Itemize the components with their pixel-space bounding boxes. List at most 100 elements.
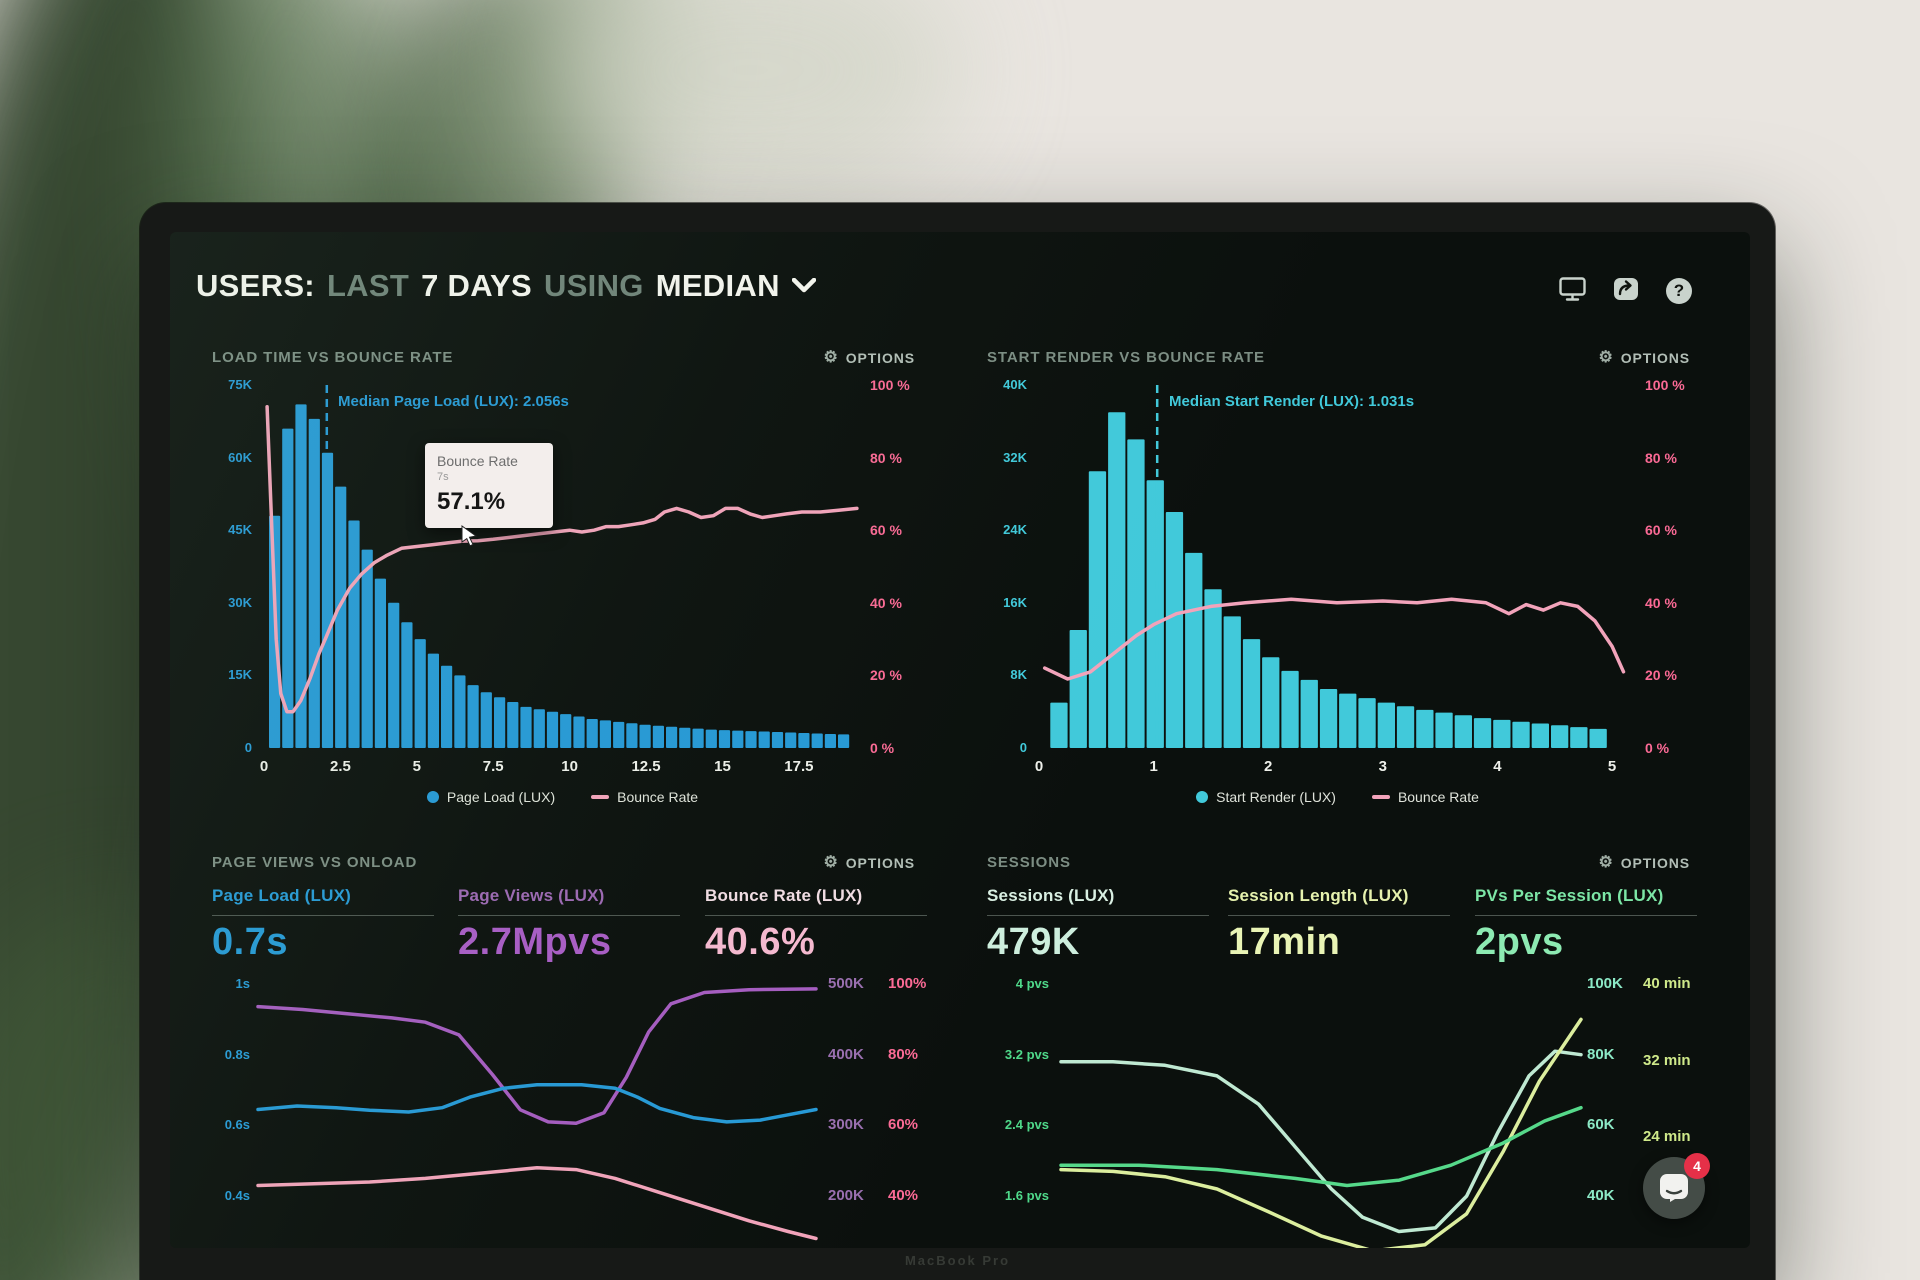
metric-divider: [987, 915, 1209, 916]
metric-value: 2pvs: [1475, 921, 1564, 963]
tick-label: 100 %: [1645, 377, 1685, 393]
panel-load-time-vs-bounce-rate: LOAD TIME VS BOUNCE RATE ⚙ OPTIONS 75K 60…: [200, 345, 925, 815]
y-axis-right-views: 500K 400K 300K 200K: [828, 975, 876, 1205]
tick-label: 0.8s: [224, 1046, 250, 1062]
gear-icon: ⚙: [823, 348, 839, 366]
panel-header: START RENDER VS BOUNCE RATE ⚙ OPTIONS: [987, 349, 1690, 366]
display-icon: [1559, 277, 1586, 301]
gear-icon: ⚙: [1598, 348, 1614, 366]
tick-label: 80K: [1587, 1045, 1615, 1063]
tick-label: 60 %: [1645, 522, 1677, 539]
series-dash-icon: [1371, 795, 1390, 799]
laptop-bezel: USERS: LAST 7 DAYS USING MEDIAN: [140, 203, 1775, 1280]
gear-icon: ⚙: [823, 853, 839, 871]
metric-label: Page Load (LUX): [212, 886, 352, 905]
screen: USERS: LAST 7 DAYS USING MEDIAN: [170, 232, 1750, 1248]
metric-session-length: Session Length (LUX) 17min: [1228, 886, 1450, 961]
tick-label: 100 %: [870, 377, 910, 393]
tick-label: 80 %: [870, 449, 902, 466]
tick-label: 16K: [1003, 594, 1027, 610]
tick-label: 60K: [228, 449, 252, 465]
tick-label: 20 %: [1645, 667, 1677, 684]
metric-divider: [1228, 915, 1450, 916]
tick-label: 200K: [828, 1186, 864, 1204]
chevron-down-icon: [791, 278, 816, 293]
tick-label: 0.6s: [224, 1117, 250, 1133]
legend-item: Start Render (LUX): [1196, 789, 1336, 805]
options-button[interactable]: ⚙ OPTIONS: [1598, 348, 1690, 366]
tick-label: 60K: [1587, 1116, 1615, 1134]
help-button[interactable]: ?: [1666, 277, 1692, 304]
tick-label: 15K: [228, 667, 252, 683]
chart-plot-area[interactable]: [1059, 975, 1583, 1248]
page-views-onload-line-chart: [256, 987, 818, 1241]
legend-item: Bounce Rate: [1371, 789, 1479, 805]
metric-page-views: Page Views (LUX) 2.7Mpvs: [458, 886, 680, 961]
wall-light-shape: [540, 0, 960, 200]
chart-tooltip: Bounce Rate 7s 57.1%: [425, 443, 553, 528]
panel-title: PAGE VIEWS VS ONLOAD: [212, 854, 418, 871]
tooltip-subtitle: 7s: [437, 471, 449, 483]
tick-label: 40 %: [870, 594, 902, 611]
y-axis-left: 75K 60K 45K 30K 15K 0: [200, 377, 252, 756]
tick-label: 0.4s: [224, 1187, 250, 1203]
tick-label: 100K: [1587, 975, 1623, 992]
tick-label: 0: [1019, 739, 1027, 755]
tick-label: 100%: [888, 975, 927, 992]
metric-divider: [458, 915, 680, 916]
x-axis: 0 2.5 5 7.5 10 12.5 15 17.5: [260, 758, 860, 778]
tick-label: 30K: [228, 594, 252, 610]
options-button[interactable]: ⚙ OPTIONS: [823, 348, 915, 366]
options-button[interactable]: ⚙ OPTIONS: [823, 853, 915, 871]
options-label: OPTIONS: [845, 854, 915, 871]
chat-bubble-icon: [1660, 1174, 1688, 1202]
metric-label: Sessions (LUX): [987, 886, 1115, 905]
tick-label: 17.5: [784, 758, 814, 775]
tick-label: 24K: [1003, 522, 1027, 538]
share-button[interactable]: [1613, 276, 1639, 305]
metric-label: PVs Per Session (LUX): [1475, 886, 1664, 905]
series-dot-icon: [1196, 791, 1209, 803]
tick-label: 80 %: [1645, 449, 1677, 466]
legend-label: Page Load (LUX): [446, 789, 556, 805]
panel-header: LOAD TIME VS BOUNCE RATE ⚙ OPTIONS: [212, 349, 915, 366]
series-dot-icon: [426, 791, 439, 803]
tooltip-value: 57.1%: [437, 488, 506, 515]
chart-plot-area[interactable]: Median Start Render (LUX): 1.031s: [1039, 385, 1635, 749]
metric-scope-dropdown[interactable]: USERS: LAST 7 DAYS USING MEDIAN: [196, 268, 816, 304]
legend-item: Bounce Rate: [591, 789, 698, 805]
tick-label: 0 %: [1645, 739, 1670, 756]
chart-plot-area[interactable]: Median Page Load (LUX): 2.056s Bounce Ra…: [264, 385, 860, 748]
median-annotation: Median Page Load (LUX): 2.056s: [338, 393, 569, 410]
options-label: OPTIONS: [1620, 349, 1690, 366]
tick-label: 10: [561, 758, 578, 775]
tick-label: 4: [1493, 758, 1502, 775]
panel-title: LOAD TIME VS BOUNCE RATE: [212, 349, 454, 366]
metric-value: 40.6%: [705, 921, 816, 963]
tick-label: 2.4 pvs: [1004, 1117, 1049, 1133]
tick-label: 8K: [1010, 667, 1027, 683]
x-axis: 0 1 2 3 4 5: [1035, 758, 1635, 778]
metric-value: 2.7Mpvs: [458, 921, 612, 963]
tick-label: 60 %: [870, 522, 902, 539]
y-axis-left: 4 pvs 3.2 pvs 2.4 pvs 1.6 pvs: [977, 975, 1049, 1205]
title-segment: LAST: [326, 268, 410, 303]
panel-title: SESSIONS: [987, 854, 1071, 871]
options-button[interactable]: ⚙ OPTIONS: [1598, 854, 1690, 871]
series-dash-icon: [591, 795, 610, 799]
tick-label: 60%: [888, 1116, 919, 1134]
options-label: OPTIONS: [1620, 854, 1690, 871]
legend-label: Start Render (LUX): [1216, 789, 1336, 805]
title-segment: USING: [544, 268, 644, 303]
metric-divider: [212, 915, 434, 916]
metric-sessions: Sessions (LUX) 479K: [987, 886, 1209, 961]
tick-label: 0: [259, 758, 269, 775]
tick-label: 0: [1034, 758, 1044, 775]
panel-header: SESSIONS ⚙ OPTIONS: [987, 854, 1690, 871]
chat-launcher-button[interactable]: 4: [1643, 1153, 1710, 1219]
y-axis-right: 100 % 80 % 60 % 40 % 20 % 0 %: [1645, 377, 1701, 756]
display-button[interactable]: [1559, 276, 1586, 305]
chart-plot-area[interactable]: [256, 975, 818, 1248]
tick-label: 20 %: [870, 667, 902, 684]
